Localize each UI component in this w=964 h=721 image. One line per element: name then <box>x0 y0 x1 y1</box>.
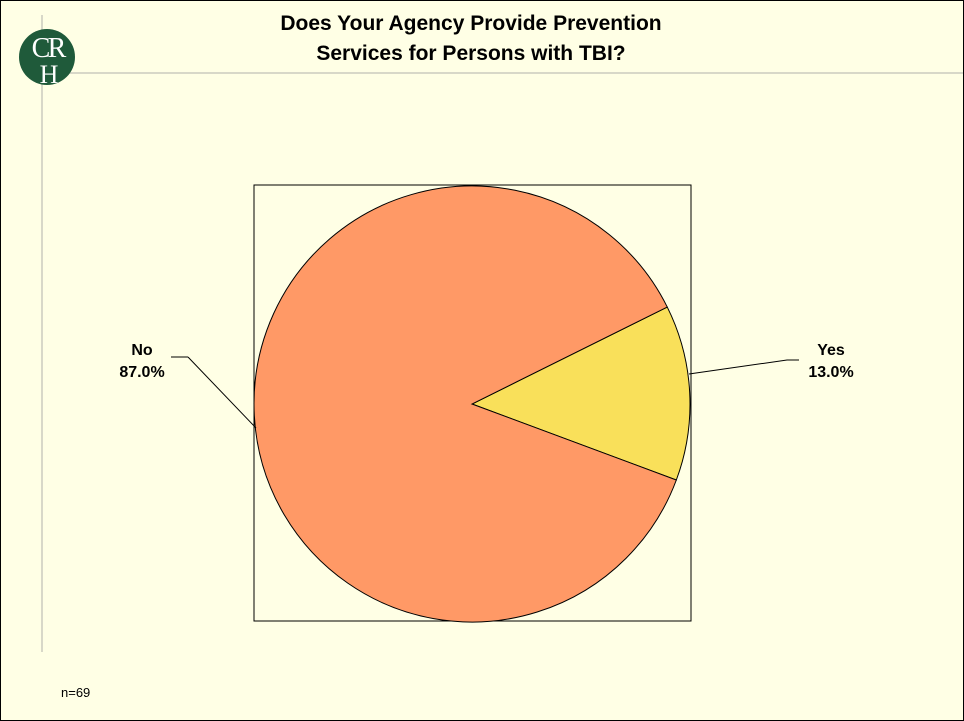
svg-text:R: R <box>48 33 67 64</box>
pie-slice-yes <box>470 306 691 481</box>
slice-label-yes: Yes 13.0% <box>786 340 876 384</box>
pie-slice-no <box>253 185 677 623</box>
leader-line-yes <box>688 359 799 375</box>
sample-size-note: n=69 <box>61 685 91 700</box>
vertical-guide-line <box>41 15 43 652</box>
chart-title-line-1: Does Your Agency Provide Prevention <box>280 12 662 35</box>
slice-percent-no: 87.0% <box>119 364 165 381</box>
slice-name-no: No <box>131 342 153 359</box>
chart-title: Does Your Agency Provide Prevention Serv… <box>161 9 781 69</box>
crh-logo: C R H <box>19 29 75 87</box>
leader-line-no-diag <box>187 356 257 429</box>
horizontal-guide-line <box>29 72 963 74</box>
slice-label-no: No 87.0% <box>107 340 177 384</box>
chart-title-line-2: Services for Persons with TBI? <box>316 42 626 65</box>
svg-text:H: H <box>40 60 59 87</box>
svg-text:C: C <box>32 33 51 64</box>
slice-percent-yes: 13.0% <box>808 364 854 381</box>
slice-name-yes: Yes <box>817 342 845 359</box>
